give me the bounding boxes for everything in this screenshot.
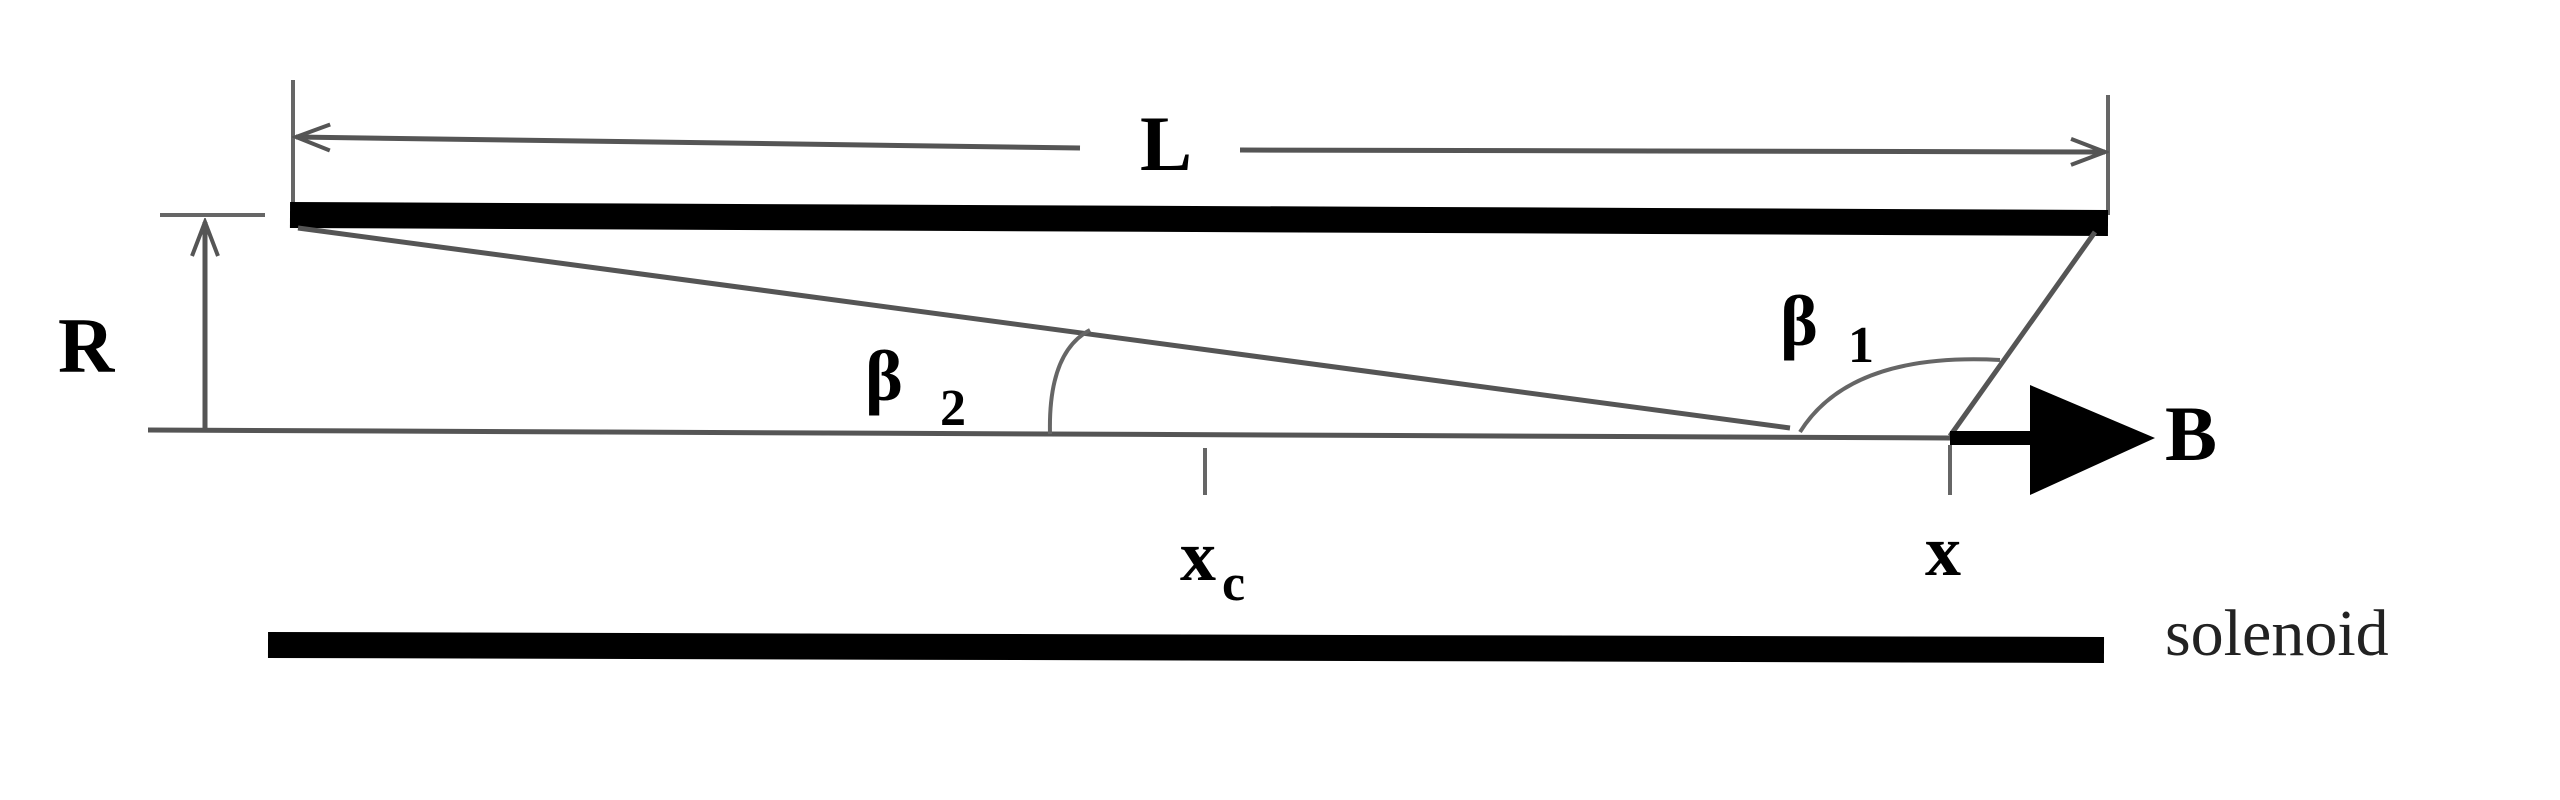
beta2-subscript: 2 [940, 380, 966, 437]
point-label: x [1925, 511, 1961, 591]
length-arrow-right [1239, 150, 2105, 152]
solenoid-top-wall [289, 202, 2109, 236]
radius-label: R [58, 302, 116, 389]
line-to-right-end [1947, 230, 2098, 438]
beta2-label: β [865, 336, 903, 416]
beta1-subscript: 1 [1848, 317, 1874, 374]
center-subscript: c [1222, 555, 1245, 612]
length-label: L [1140, 100, 1192, 187]
beta1-label: β [1780, 281, 1818, 361]
center-label: x [1180, 516, 1216, 596]
length-arrow-left [296, 137, 1081, 148]
line-to-left-end [297, 225, 1791, 431]
field-label: B [2165, 390, 2217, 477]
solenoid-bottom-wall [267, 632, 2105, 663]
solenoid-label: solenoid [2165, 597, 2389, 670]
field-arrow-head [2030, 385, 2155, 495]
beta2-arc [1047, 328, 1091, 435]
beta1-arc [1798, 357, 2001, 434]
